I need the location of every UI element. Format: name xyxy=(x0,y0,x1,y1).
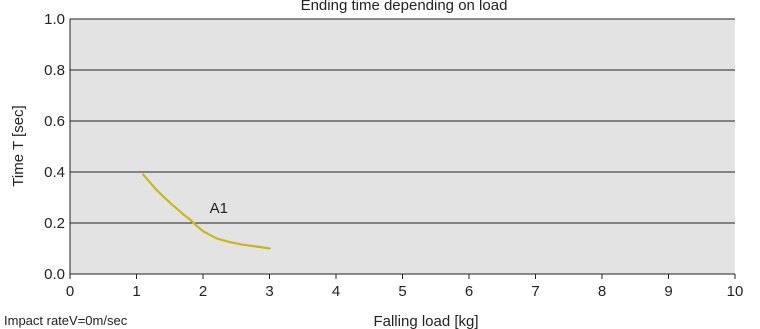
y-tick-label: 0.0 xyxy=(44,266,65,283)
y-tick-label: 0.4 xyxy=(44,164,65,181)
x-tick-label: 4 xyxy=(332,283,340,300)
x-tick-label: 1 xyxy=(132,283,140,300)
x-tick-label: 0 xyxy=(66,283,74,300)
y-tick-label: 0.2 xyxy=(44,215,65,232)
y-tick-label: 0.8 xyxy=(44,62,65,79)
x-tick-label: 7 xyxy=(531,283,539,300)
x-tick-label: 2 xyxy=(199,283,207,300)
footnote: Impact rateV=0m/sec xyxy=(4,313,128,328)
x-tick-label: 8 xyxy=(598,283,606,300)
x-tick-label: 10 xyxy=(727,283,744,300)
x-axis-label: Falling load [kg] xyxy=(373,313,478,329)
y-tick-label: 0.6 xyxy=(44,113,65,130)
x-tick-label: 5 xyxy=(398,283,406,300)
chart-title: Ending time depending on load xyxy=(301,0,508,14)
x-tick-label: 3 xyxy=(265,283,273,300)
x-tick-label: 9 xyxy=(664,283,672,300)
y-axis-label: Time T [sec] xyxy=(10,105,27,186)
series-line-a1 xyxy=(142,173,271,250)
x-tick-label: 6 xyxy=(465,283,473,300)
series-annotation: A1 xyxy=(210,200,228,217)
plot-area xyxy=(70,19,735,274)
y-tick-label: 1.0 xyxy=(44,11,65,28)
